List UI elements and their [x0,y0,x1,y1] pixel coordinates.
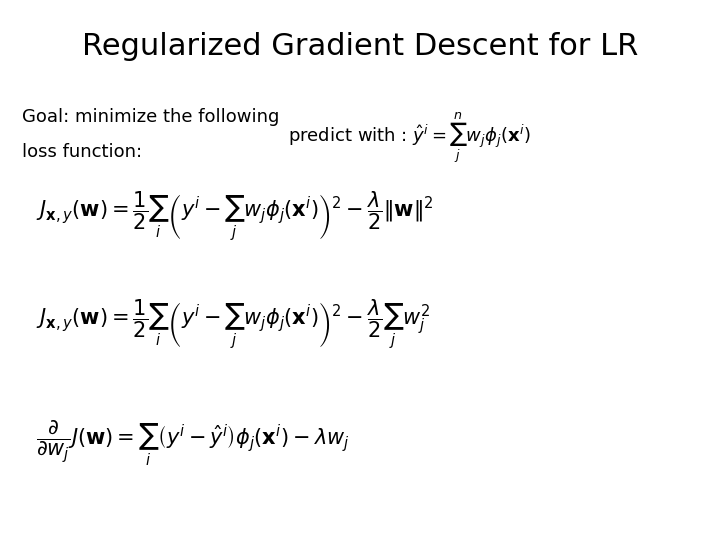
Text: $\dfrac{\partial}{\partial w_j}J(\mathbf{w}) = \sum_{i}\left(y^i - \hat{y}^i\rig: $\dfrac{\partial}{\partial w_j}J(\mathbf… [36,418,350,468]
Text: $J_{\mathbf{x},y}(\mathbf{w}) = \dfrac{1}{2}\sum_{i}\left(y^i - \sum_{j} w_j\phi: $J_{\mathbf{x},y}(\mathbf{w}) = \dfrac{1… [36,189,433,243]
Text: loss function:: loss function: [22,143,142,161]
Text: predict with : $\hat{y}^i = \sum_{j}^{n} w_j \phi_j(\mathbf{x}^i)$: predict with : $\hat{y}^i = \sum_{j}^{n}… [288,111,531,165]
Text: $J_{\mathbf{x},y}(\mathbf{w}) = \dfrac{1}{2}\sum_{i}\left(y^i - \sum_{j} w_j\phi: $J_{\mathbf{x},y}(\mathbf{w}) = \dfrac{1… [36,297,431,351]
Text: Goal: minimize the following: Goal: minimize the following [22,108,279,126]
Text: Regularized Gradient Descent for LR: Regularized Gradient Descent for LR [82,32,638,62]
